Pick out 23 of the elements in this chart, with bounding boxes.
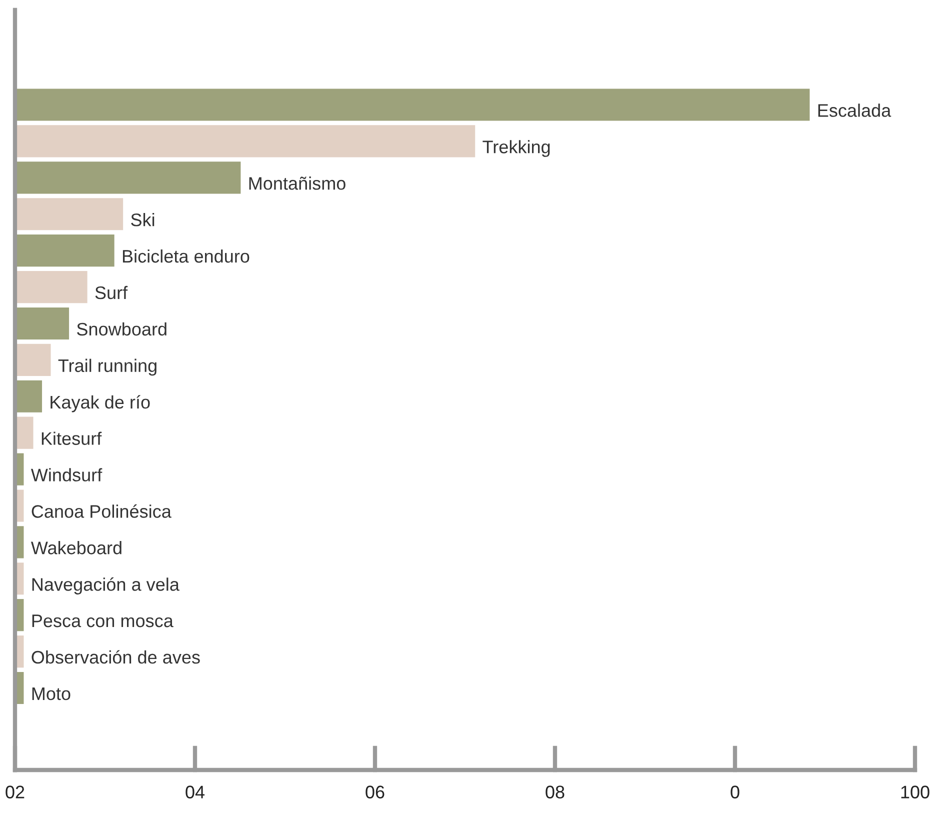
text: 08 [546, 786, 564, 798]
text: 04 [186, 786, 205, 798]
text: 06 [366, 786, 384, 798]
y-tick-label: Snowboard [77, 322, 166, 336]
text: 02 [6, 786, 24, 798]
text: 100 [901, 786, 930, 798]
y-tick-label: Wakeboard [30, 541, 122, 554]
y-tick-label: Canoa Polinésica [32, 504, 172, 518]
y-tick-label: Navegación a vela [32, 577, 180, 594]
text: 0 [730, 786, 740, 798]
y-tick-label: Bicicleta enduro [122, 249, 250, 263]
y-tick-label: Windsurf [30, 468, 102, 482]
y-tick-label: Trekking [482, 140, 550, 157]
y-tick-label: Escalada [818, 104, 892, 117]
y-tick-label: Moto [32, 688, 70, 700]
y-tick-label: Kayak de río [50, 395, 150, 412]
y-tick-label: Trail running [58, 358, 156, 376]
y-tick-label: Surf [95, 286, 128, 300]
y-tick-label: Observación de aves [32, 650, 200, 664]
y-tick-label: Pesca con mosca [32, 614, 174, 628]
y-tick-label: Kitesurf [42, 432, 102, 445]
y-tick-label: Ski [131, 213, 154, 226]
y-tick-label: Montañismo [249, 176, 346, 190]
